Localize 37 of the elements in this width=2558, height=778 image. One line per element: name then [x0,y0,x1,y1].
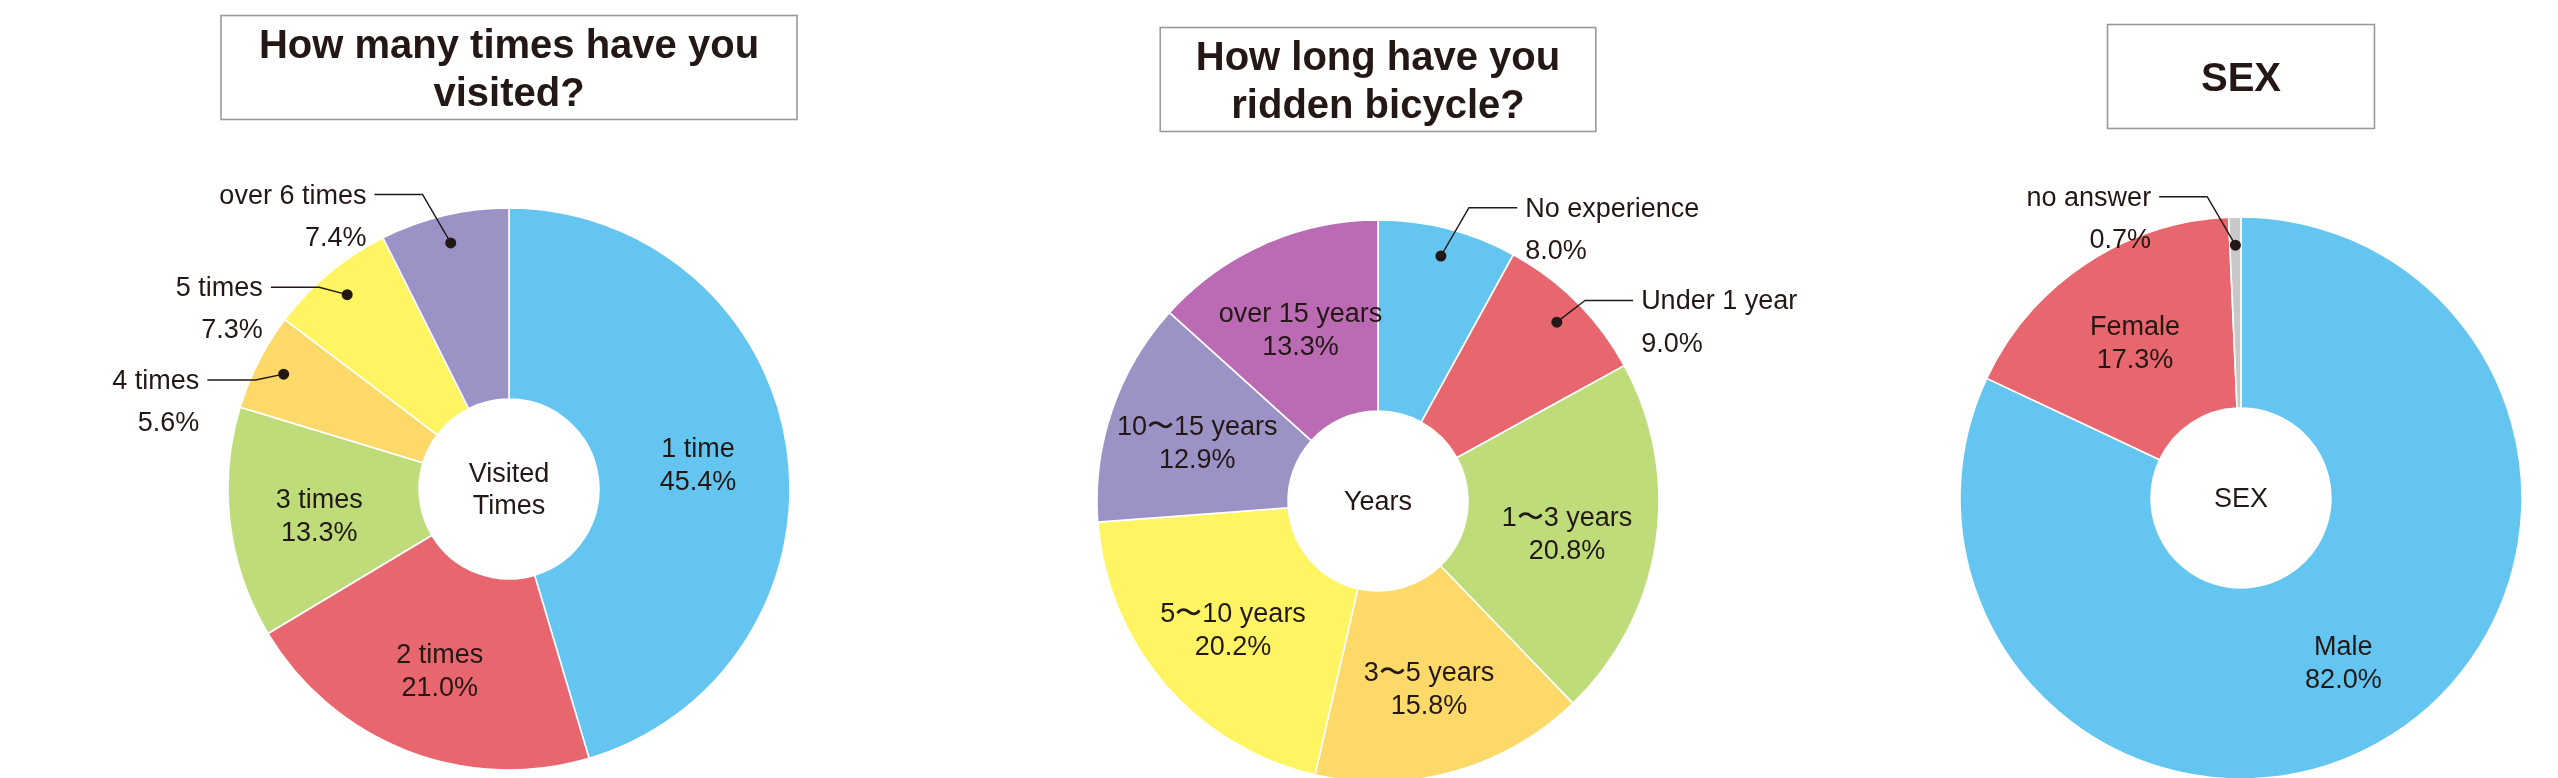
data-label: 5.6% [137,407,200,438]
data-label: 21.0% [401,672,479,703]
slice-label: over 6 times [219,179,367,210]
chart-title: SEX [2200,54,2282,99]
donut-slice [1959,216,2523,778]
slice-label: 2 times [396,639,484,670]
chart-title: How many times have you visited? [258,21,760,114]
slice-label: 3 times [275,484,363,515]
text: SEX [2213,483,2269,513]
data-label: 82.0% [2305,664,2382,695]
slice-label: 5 times [175,272,263,303]
slice-label: No experience [1525,192,1700,223]
data-label: 12.9% [1158,444,1236,475]
chart-title: How long have you ridden bicycle? [1195,33,1561,126]
data-label: 13.3% [1262,331,1339,362]
data-label: 13.3% [281,517,358,548]
data-label: 17.3% [2096,343,2174,374]
slice-label: 10〜15 years [1116,411,1278,442]
text: Years [1343,486,1413,516]
data-label: 8.0% [1525,234,1587,265]
slice-label: 1〜3 years [1501,501,1633,532]
slice-label: 4 times [112,365,200,396]
data-label: 15.8% [1390,690,1468,721]
data-label: 45.4% [659,466,737,497]
data-label: 7.4% [304,221,367,252]
slice-label: Under 1 year [1641,285,1798,316]
data-label: 7.3% [201,314,263,345]
data-label: 20.8% [1528,534,1606,565]
slice-label: Female [2090,310,2181,341]
slice-label: no answer [2026,181,2152,212]
text: Visited Times [468,458,550,520]
slice-label: Male [2314,631,2373,662]
slice-label: 3〜5 years [1363,657,1495,688]
slice-label: 1 time [661,433,735,464]
data-label: 20.2% [1194,630,1272,661]
data-label: 9.0% [1641,327,1703,358]
slice-label: 5〜10 years [1160,597,1306,628]
